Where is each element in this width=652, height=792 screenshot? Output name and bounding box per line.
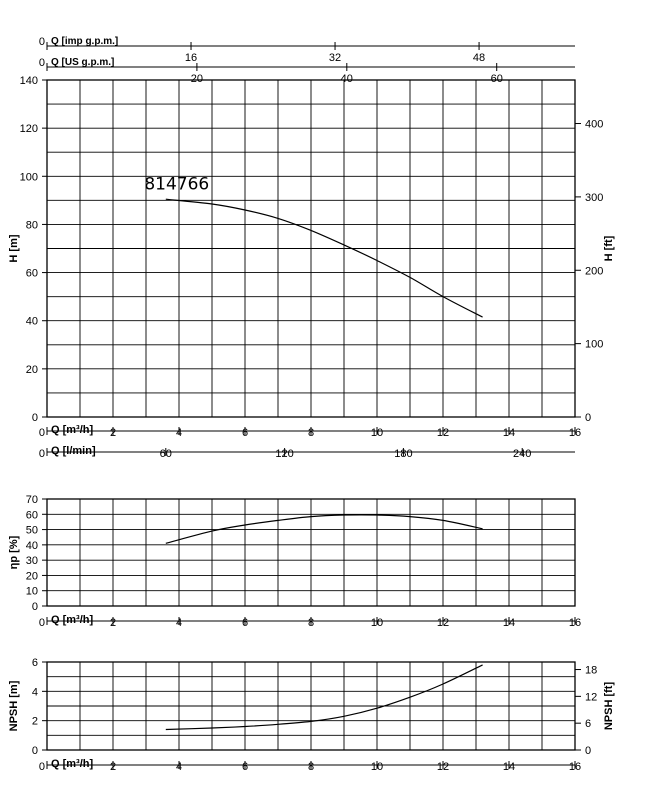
y-tick-label: 6 (32, 657, 38, 669)
x-tick-label: 16 (569, 761, 581, 773)
curve-model-label: 814766 (144, 175, 209, 195)
lmin-axis-label: Q [l/min] (51, 445, 96, 457)
y2-tick-label: 0 (585, 412, 591, 424)
x-tick-label: 0 (39, 617, 45, 629)
us-gpm-tick-label: 40 (341, 73, 353, 85)
y-tick-label: 60 (26, 509, 38, 521)
x-tick-label: 14 (503, 427, 515, 439)
x-tick-label: 10 (371, 617, 383, 629)
x-tick-label: 6 (242, 617, 248, 629)
imp-gpm-tick-label: 0 (39, 36, 45, 48)
y2-tick-label: 100 (585, 339, 603, 351)
x-axis-label: Q [m³/h] (51, 424, 93, 436)
y2-tick-label: 0 (585, 745, 591, 757)
y-tick-label: 60 (26, 268, 38, 280)
lmin-tick-label: 0 (39, 448, 45, 460)
x-tick-label: 8 (308, 427, 314, 439)
x-tick-label: 2 (110, 617, 116, 629)
y-axis-label: NPSH [m] (8, 680, 20, 731)
x-tick-label: 10 (371, 427, 383, 439)
us-gpm-tick-label: 0 (39, 57, 45, 69)
x-tick-label: 8 (308, 617, 314, 629)
lmin-tick-label: 180 (394, 448, 412, 460)
y-tick-label: 140 (20, 75, 38, 87)
x-tick-label: 4 (176, 427, 182, 439)
y-tick-label: 10 (26, 586, 38, 598)
y2-tick-label: 300 (585, 192, 603, 204)
y-tick-label: 2 (32, 716, 38, 728)
x-tick-label: 4 (176, 761, 182, 773)
y2-axis-label: H [ft] (603, 235, 615, 261)
plot-frame (46, 498, 576, 607)
y-axis-label: H [m] (8, 234, 20, 262)
lmin-tick-label: 120 (275, 448, 293, 460)
y2-tick-label: 12 (585, 691, 597, 703)
y-tick-label: 0 (32, 745, 38, 757)
series-line (165, 198, 483, 318)
x-tick-label: 16 (569, 427, 581, 439)
x-tick-label: 16 (569, 617, 581, 629)
y-tick-label: 0 (32, 412, 38, 424)
x-tick-label: 4 (176, 617, 182, 629)
lmin-tick-label: 60 (160, 448, 172, 460)
x-tick-label: 6 (242, 427, 248, 439)
imp-gpm-tick-label: 48 (473, 52, 485, 64)
us-gpm-tick-label: 60 (491, 73, 503, 85)
y2-tick-label: 200 (585, 265, 603, 277)
x-tick-label: 14 (503, 617, 515, 629)
x-tick-label: 12 (437, 761, 449, 773)
lmin-tick-label: 240 (513, 448, 531, 460)
y-tick-label: 120 (20, 123, 38, 135)
x-tick-label: 2 (110, 761, 116, 773)
plot-frame (46, 661, 576, 751)
y-tick-label: 30 (26, 555, 38, 567)
x-tick-label: 10 (371, 761, 383, 773)
y2-tick-label: 18 (585, 665, 597, 677)
us-gpm-axis-label: Q [US g.p.m.] (51, 57, 114, 68)
y2-axis-label: NPSH [ft] (603, 682, 615, 731)
y-tick-label: 20 (26, 364, 38, 376)
y-tick-label: 80 (26, 219, 38, 231)
y2-tick-label: 400 (585, 119, 603, 131)
x-tick-label: 2 (110, 427, 116, 439)
y-tick-label: 0 (32, 601, 38, 613)
imp-gpm-tick-label: 16 (185, 52, 197, 64)
us-gpm-tick-label: 20 (191, 73, 203, 85)
y-tick-label: 4 (32, 686, 38, 698)
x-tick-label: 12 (437, 427, 449, 439)
y-tick-label: 40 (26, 316, 38, 328)
series-line (165, 664, 483, 731)
x-tick-label: 0 (39, 427, 45, 439)
x-tick-label: 8 (308, 761, 314, 773)
y-axis-label: ηp [%] (8, 535, 20, 569)
y-tick-label: 50 (26, 525, 38, 537)
x-axis-label: Q [m³/h] (51, 614, 93, 626)
y-tick-label: 70 (26, 494, 38, 506)
y-tick-label: 20 (26, 570, 38, 582)
x-tick-label: 14 (503, 761, 515, 773)
y-tick-label: 40 (26, 540, 38, 552)
y2-tick-label: 6 (585, 718, 591, 730)
imp-gpm-tick-label: 32 (329, 52, 341, 64)
imp-gpm-axis-label: Q [imp g.p.m.] (51, 36, 118, 47)
series-line (165, 514, 483, 544)
y-tick-label: 100 (20, 171, 38, 183)
x-tick-label: 0 (39, 761, 45, 773)
x-axis-label: Q [m³/h] (51, 758, 93, 770)
plot-frame (46, 79, 576, 418)
x-tick-label: 6 (242, 761, 248, 773)
x-tick-label: 12 (437, 617, 449, 629)
